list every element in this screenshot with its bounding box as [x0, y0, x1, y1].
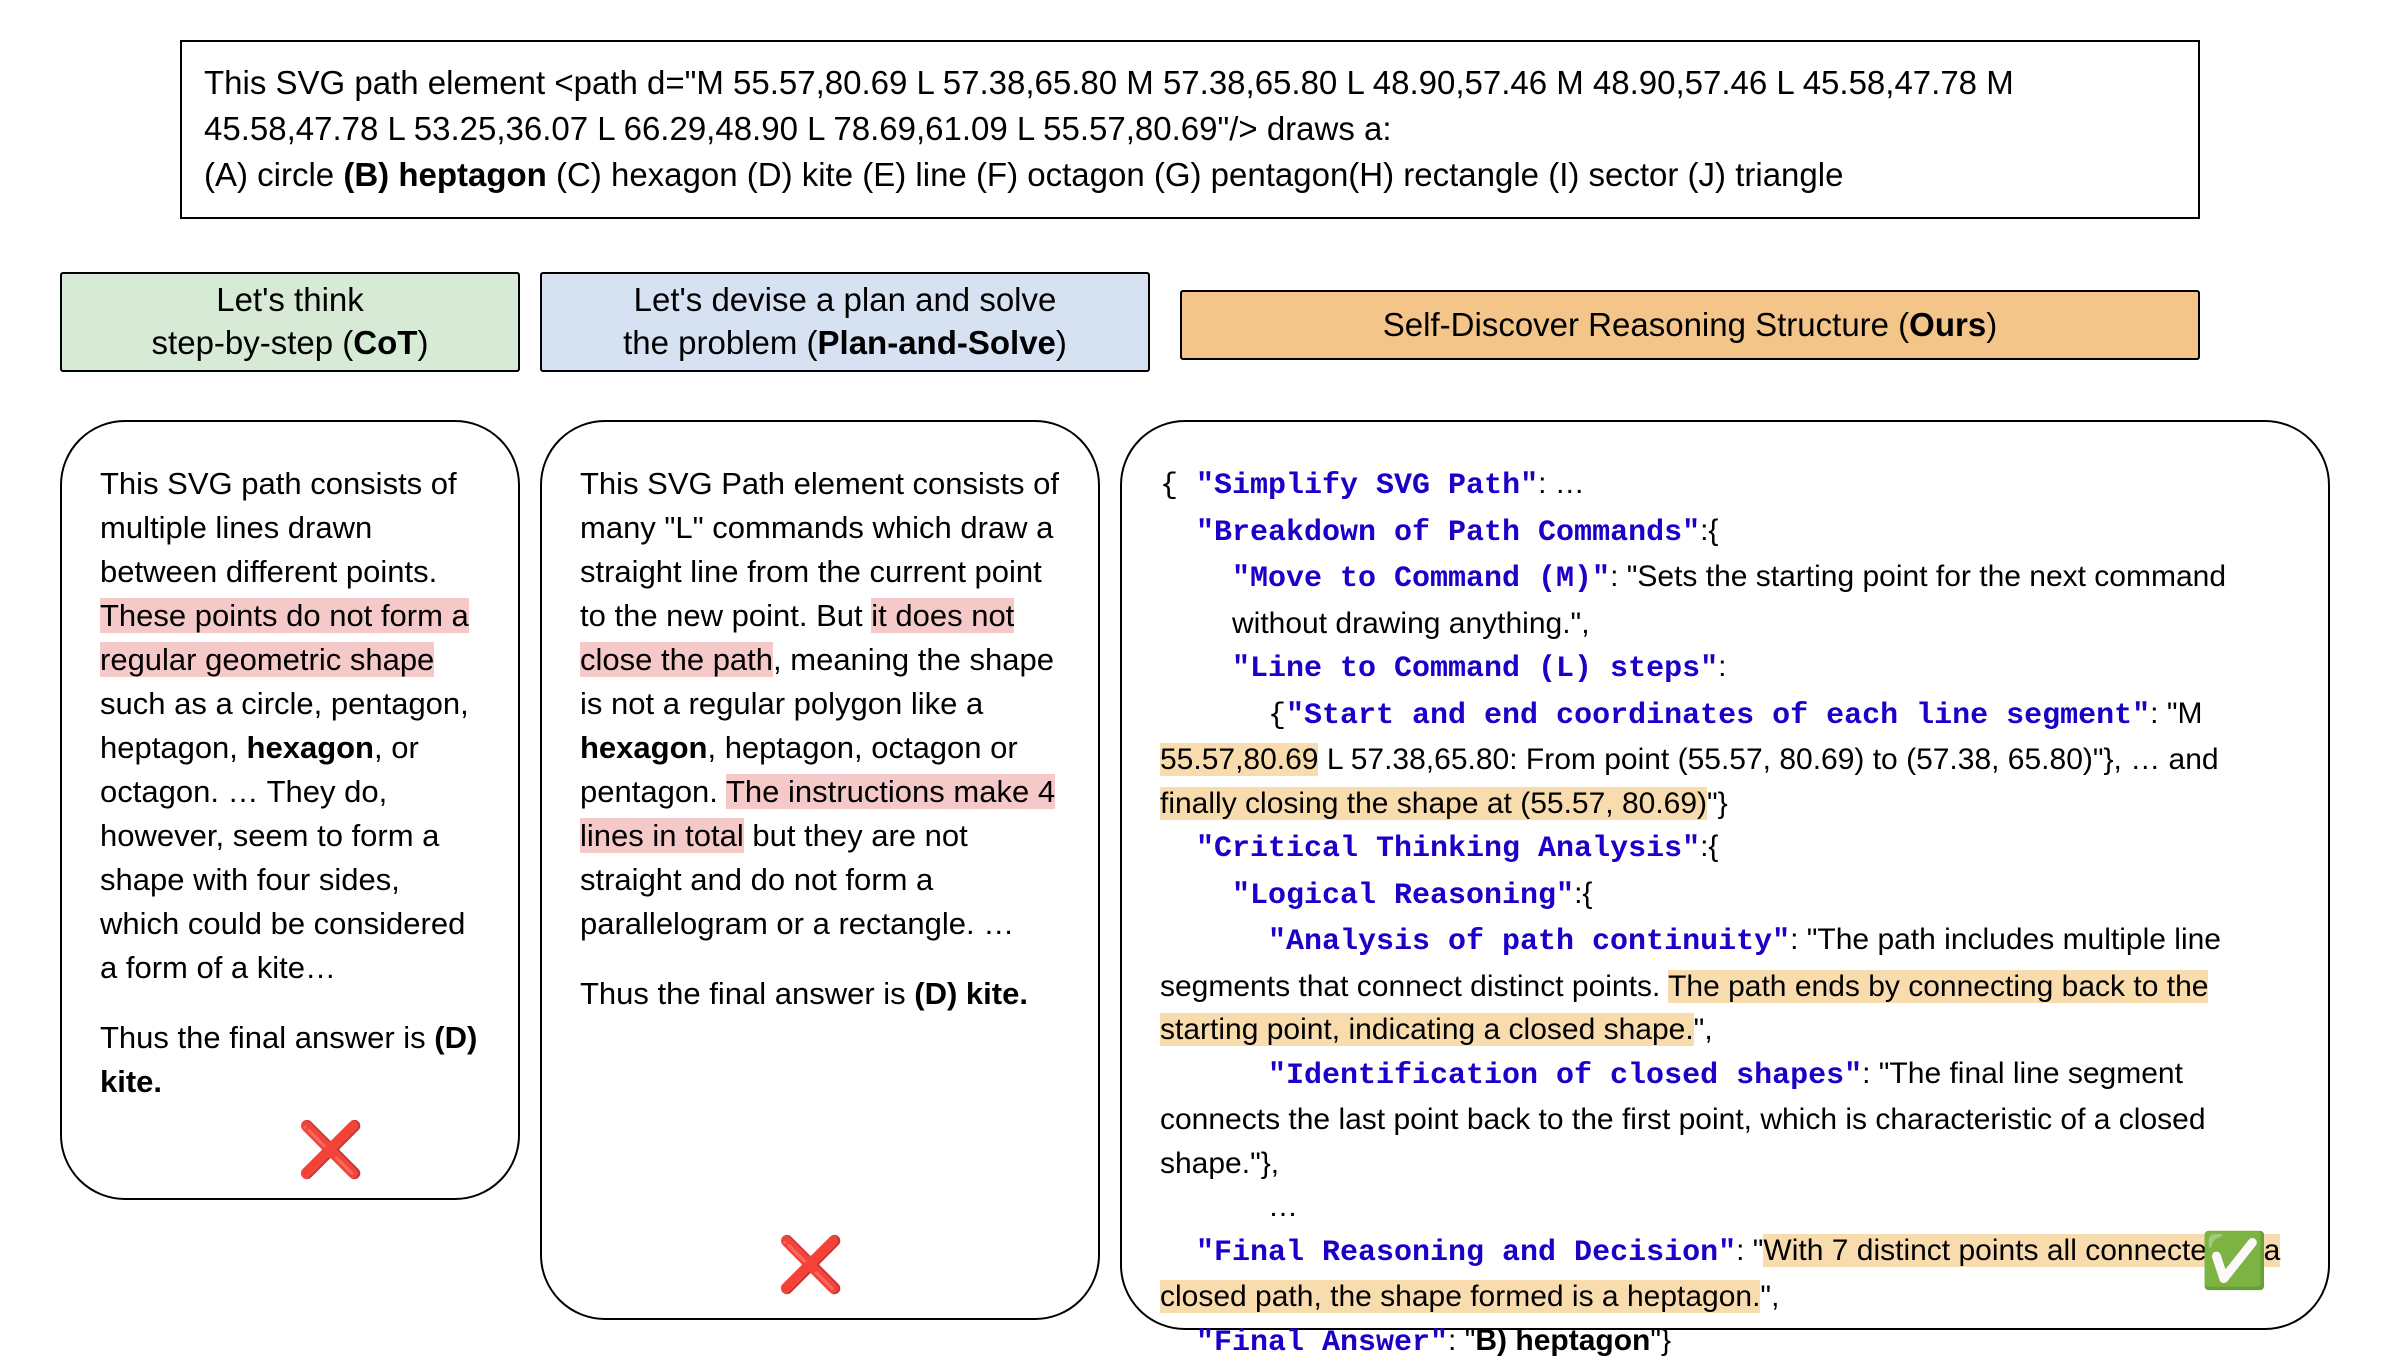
- header-cot: Let's think step-by-step (CoT): [60, 272, 520, 372]
- ours-line6: "Critical Thinking Analysis":{: [1160, 825, 2290, 872]
- hdr-pas-l2c: ): [1056, 324, 1067, 361]
- hdr-cot-l1: Let's think: [216, 281, 364, 318]
- v11b: "}: [1650, 1324, 1671, 1357]
- header-self-discover: Self-Discover Reasoning Structure (Ours): [1180, 290, 2200, 360]
- v10a: : ": [1736, 1234, 1763, 1267]
- pas-para2: Thus the final answer is (D) kite.: [580, 972, 1060, 1016]
- ours-line2: "Breakdown of Path Commands":{: [1160, 509, 2290, 556]
- ours-final-heptagon: B) heptagon: [1475, 1324, 1650, 1357]
- k-simplify: "Simplify SVG Path": [1196, 469, 1538, 503]
- ours-dots: …: [1160, 1185, 2290, 1229]
- v1: : …: [1538, 467, 1585, 500]
- k-line: "Line to Command (L) steps": [1232, 652, 1718, 686]
- v6: :{: [1700, 830, 1718, 863]
- hdr-pas-bold: Plan-and-Solve: [818, 324, 1056, 361]
- pas-para1: This SVG Path element consists of many "…: [580, 462, 1060, 946]
- hdr-ours-bold: Ours: [1909, 306, 1986, 343]
- cot-para1: This SVG path consists of multiple lines…: [100, 462, 480, 990]
- ours-line9: "Identification of closed shapes": "The …: [1160, 1052, 2290, 1186]
- cross-mark-icon: ❌: [777, 1227, 844, 1304]
- question-line2: (A) circle (B) heptagon (C) hexagon (D) …: [204, 152, 2176, 198]
- v7: :{: [1574, 877, 1592, 910]
- hdr-cot-l2a: step-by-step (: [152, 324, 354, 361]
- cot-para2: Thus the final answer is (D) kite.: [100, 1016, 480, 1104]
- q-options-suffix: (C) hexagon (D) kite (E) line (F) octago…: [547, 156, 1844, 193]
- hdr-cot-bold: CoT: [353, 324, 417, 361]
- k-startend: "Start and end coordinates of each line …: [1286, 699, 2150, 733]
- box-self-discover: { "Simplify SVG Path": … "Breakdown of P…: [1120, 420, 2330, 1330]
- hdr-ours-a: Self-Discover Reasoning Structure (: [1383, 306, 1909, 343]
- ours-line5: {"Start and end coordinates of each line…: [1160, 692, 2290, 826]
- q-options-prefix: (A) circle: [204, 156, 343, 193]
- hdr-ours-c: ): [1986, 306, 1997, 343]
- hl-close-shape: finally closing the shape at (55.57, 80.…: [1160, 787, 1707, 820]
- v4: :: [1718, 650, 1726, 683]
- ours-line3: "Move to Command (M)": "Sets the startin…: [1160, 555, 2290, 645]
- k-breakdown: "Breakdown of Path Commands": [1196, 516, 1700, 550]
- v5c: "}: [1707, 787, 1728, 820]
- ours-line1: { "Simplify SVG Path": …: [1160, 462, 2290, 509]
- box-plan-and-solve: This SVG Path element consists of many "…: [540, 420, 1100, 1320]
- v2: :{: [1700, 514, 1718, 547]
- pas-ans-a: Thus the final answer is: [580, 976, 914, 1011]
- ours-line4: "Line to Command (L) steps":: [1160, 645, 2290, 692]
- ours-line8: "Analysis of path continuity": "The path…: [1160, 918, 2290, 1052]
- question-line1: This SVG path element <path d="M 55.57,8…: [204, 60, 2176, 152]
- hdr-pas-l2a: the problem (: [623, 324, 817, 361]
- pas-ans-b: (D) kite.: [914, 976, 1028, 1011]
- hdr-cot-l2c: ): [417, 324, 428, 361]
- question-box: This SVG path element <path d="M 55.57,8…: [180, 40, 2200, 219]
- cot-error-highlight: These points do not form a regular geome…: [100, 598, 469, 677]
- k-critical: "Critical Thinking Analysis": [1196, 832, 1700, 866]
- hdr-pas-l1: Let's devise a plan and solve: [634, 281, 1057, 318]
- v5b: L 57.38,65.80: From point (55.57, 80.69)…: [1318, 743, 2218, 776]
- k-logical: "Logical Reasoning": [1232, 879, 1574, 913]
- v11a: : ": [1448, 1324, 1475, 1357]
- pas-hexagon: hexagon: [580, 730, 707, 765]
- cot-t1: This SVG path consists of multiple lines…: [100, 466, 457, 589]
- ours-line7: "Logical Reasoning":{: [1160, 872, 2290, 919]
- v5a: : "M: [2150, 697, 2202, 730]
- k-final-answer: "Final Answer": [1196, 1326, 1448, 1360]
- k-move: "Move to Command (M)": [1232, 562, 1610, 596]
- k-final-reason: "Final Reasoning and Decision": [1196, 1236, 1736, 1270]
- hl-start-coord: 55.57,80.69: [1160, 743, 1318, 776]
- cross-mark-icon: ❌: [297, 1112, 364, 1189]
- box-cot: This SVG path consists of multiple lines…: [60, 420, 520, 1200]
- cot-hexagon: hexagon: [247, 730, 374, 765]
- v8b: ",: [1694, 1013, 1713, 1046]
- v10b: ",: [1760, 1280, 1779, 1313]
- header-plan-and-solve: Let's devise a plan and solve the proble…: [540, 272, 1150, 372]
- ours-line11: "Final Answer": "B) heptagon"}: [1160, 1319, 2290, 1365]
- k-ident: "Identification of closed shapes": [1268, 1059, 1862, 1093]
- cot-t3: , or octagon. … They do, however, seem t…: [100, 730, 465, 985]
- q-correct-heptagon: (B) heptagon: [343, 156, 546, 193]
- k-continuity: "Analysis of path continuity": [1268, 925, 1790, 959]
- cot-ans-a: Thus the final answer is: [100, 1020, 434, 1055]
- ours-line10: "Final Reasoning and Decision": "With 7 …: [1160, 1229, 2290, 1319]
- check-mark-icon: ✅: [2201, 1222, 2268, 1300]
